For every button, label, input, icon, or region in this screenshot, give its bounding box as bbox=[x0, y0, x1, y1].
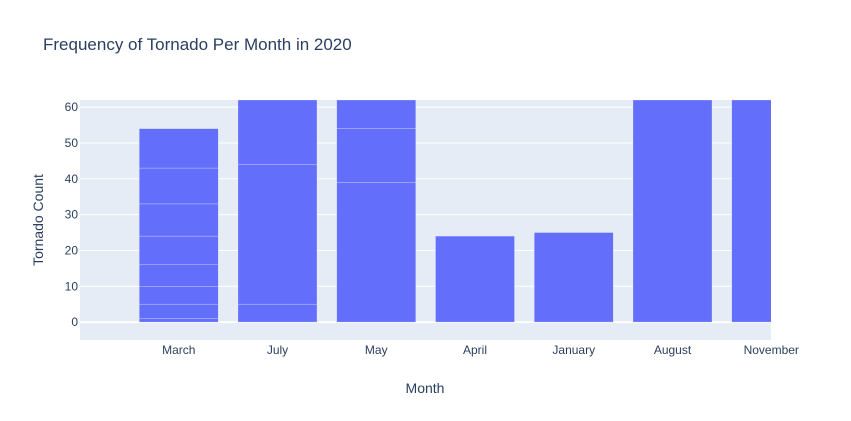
y-tick-label: 0 bbox=[71, 315, 78, 329]
bar-january bbox=[534, 232, 614, 323]
y-tick-label: 20 bbox=[65, 243, 79, 257]
bar-may bbox=[336, 100, 416, 129]
x-tick-label: January bbox=[552, 343, 595, 357]
bar-july bbox=[237, 100, 318, 165]
x-tick-label: April bbox=[463, 343, 487, 357]
x-tick-label: March bbox=[162, 343, 195, 357]
y-tick-labels: 0 10 20 30 40 50 60 bbox=[65, 100, 79, 329]
x-tick-label: July bbox=[267, 343, 288, 357]
y-tick-label: 60 bbox=[65, 100, 79, 114]
x-tick-labels: March July May April January August November bbox=[162, 343, 799, 357]
x-tick-label: November bbox=[744, 343, 799, 357]
y-tick-label: 10 bbox=[65, 279, 79, 293]
y-axis-title: Tornado Count bbox=[30, 174, 46, 266]
x-tick-label: August bbox=[654, 343, 692, 357]
x-tick-label: May bbox=[365, 343, 388, 357]
bar-november bbox=[731, 100, 771, 323]
bars bbox=[139, 100, 771, 323]
y-tick-label: 50 bbox=[65, 136, 79, 150]
bar-march bbox=[139, 318, 219, 323]
bar-march bbox=[139, 128, 219, 169]
bar-march bbox=[139, 286, 219, 305]
y-tick-label: 30 bbox=[65, 208, 79, 222]
x-axis-title: Month bbox=[406, 380, 445, 396]
bar-may bbox=[336, 128, 416, 183]
bar-march bbox=[139, 303, 219, 319]
bar-may bbox=[336, 182, 416, 323]
bar-march bbox=[139, 235, 219, 266]
bar-march bbox=[139, 167, 219, 205]
bar-july bbox=[237, 164, 318, 305]
bar-march bbox=[139, 203, 219, 237]
bar-august bbox=[632, 100, 713, 323]
bar-april bbox=[435, 235, 515, 323]
chart-title: Frequency of Tornado Per Month in 2020 bbox=[43, 35, 352, 54]
bar-july bbox=[237, 303, 318, 323]
y-tick-label: 40 bbox=[65, 172, 79, 186]
bar-march bbox=[139, 264, 219, 287]
